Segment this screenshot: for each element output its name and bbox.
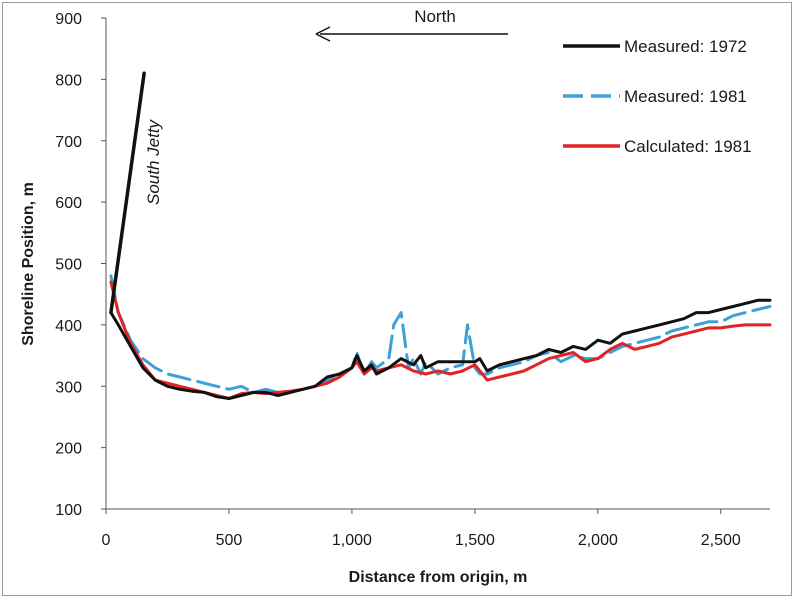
north-arrow-head-icon <box>315 26 331 42</box>
x-tick-label: 500 <box>216 532 243 549</box>
legend-label: Measured: 1981 <box>624 87 747 106</box>
south-jetty-line <box>109 71 146 315</box>
x-tick-label: 2,500 <box>701 532 741 549</box>
series-layer <box>109 71 772 400</box>
y-axis-title: Shoreline Position, m <box>20 182 37 346</box>
series-line-measured-1972 <box>109 298 772 400</box>
x-axis-ticks: 0 500 1,000 1,500 2,000 2,500 <box>102 509 741 549</box>
south-jetty-label: South Jetty <box>144 118 163 205</box>
y-tick-label: 900 <box>55 11 82 28</box>
series-line-measured-1981 <box>109 274 772 394</box>
y-axis-ticks: 100 200 300 400 500 600 700 800 900 <box>55 11 106 519</box>
x-tick-label: 0 <box>102 532 111 549</box>
north-label: North <box>414 7 456 26</box>
y-tick-label: 400 <box>55 318 82 335</box>
y-tick-label: 700 <box>55 134 82 151</box>
legend-label: Measured: 1972 <box>624 37 747 56</box>
legend-label: Calculated: 1981 <box>624 137 752 156</box>
chart-legend: Measured: 1972 Measured: 1981 Calculated: … <box>563 37 752 156</box>
y-tick-label: 100 <box>55 502 82 519</box>
y-tick-label: 300 <box>55 379 82 396</box>
x-tick-label: 1,500 <box>455 532 495 549</box>
x-tick-label: 2,000 <box>578 532 618 549</box>
x-axis-title: Distance from origin, m <box>349 569 528 586</box>
y-tick-label: 200 <box>55 441 82 458</box>
y-tick-label: 800 <box>55 72 82 89</box>
y-tick-label: 500 <box>55 257 82 274</box>
y-tick-label: 600 <box>55 195 82 212</box>
x-tick-label: 1,000 <box>332 532 372 549</box>
series-line-calculated-1981 <box>109 280 772 400</box>
